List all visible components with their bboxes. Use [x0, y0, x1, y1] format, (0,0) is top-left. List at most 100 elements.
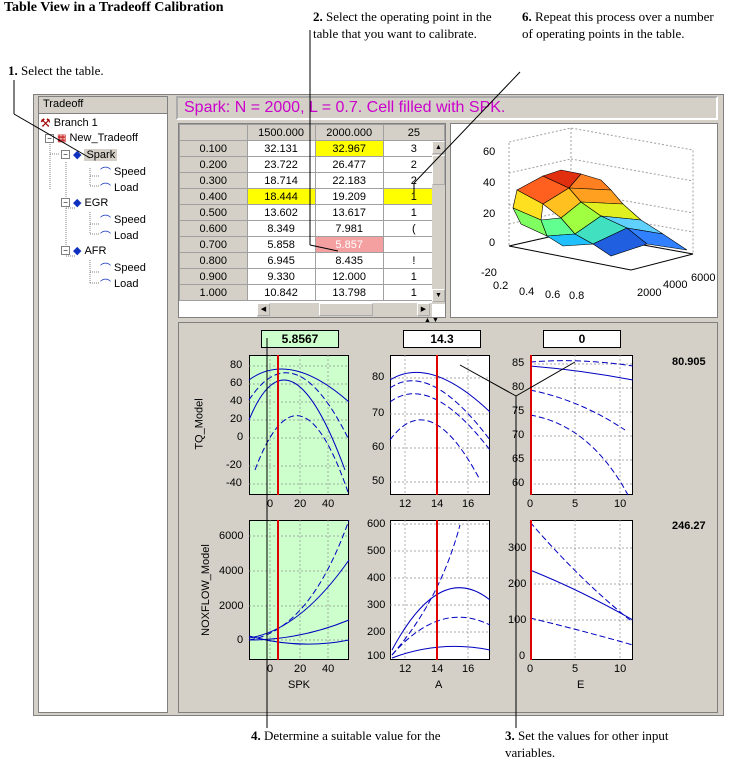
tree-item-tradeoff[interactable]: − ▦ New_Tradeoff: [45, 132, 138, 144]
table-cell[interactable]: 22.183: [314, 172, 384, 189]
scroll-thumb[interactable]: [432, 155, 445, 185]
collapse-icon[interactable]: −: [45, 133, 54, 143]
splitter-down-icon[interactable]: ▼: [432, 316, 439, 324]
x-tick: 10: [614, 498, 627, 510]
scroll-up-icon[interactable]: ▲: [432, 141, 445, 154]
curve-icon: ⌒: [100, 231, 111, 243]
scroll-right-icon[interactable]: ▶: [417, 303, 430, 316]
row-header[interactable]: 0.500: [179, 204, 248, 221]
x-tick: 0: [267, 663, 274, 675]
tree-item-egr[interactable]: − ◆ EGR: [61, 196, 108, 209]
y-tick: 60: [512, 477, 525, 489]
table-cell[interactable]: 1: [382, 204, 445, 221]
row-header[interactable]: 0.600: [179, 220, 248, 237]
row-header[interactable]: 0.300: [179, 172, 248, 189]
surface-plot[interactable]: 60 40 20 0 -20 0.2 0.4 0.6 0.8 2000 4000…: [450, 123, 718, 318]
y-tick: 0: [237, 634, 244, 646]
y-tick: 85: [512, 357, 525, 369]
table-cell[interactable]: 19.209: [314, 188, 384, 205]
scroll-left-icon[interactable]: ◀: [257, 303, 270, 316]
nox-e-plot[interactable]: [530, 520, 633, 660]
x-tick: 20: [294, 663, 307, 675]
collapse-icon[interactable]: −: [61, 150, 70, 159]
table-cell-selected[interactable]: 5.857: [314, 236, 384, 253]
table-cell[interactable]: 10.842: [246, 284, 316, 301]
table-cell[interactable]: 13.602: [246, 204, 316, 221]
a-value-input[interactable]: 14.3: [403, 330, 481, 348]
y-tick: 65: [512, 453, 525, 465]
spk-value-input[interactable]: 5.8567: [261, 330, 339, 348]
table-cell[interactable]: 8.349: [246, 220, 316, 237]
y-tick: 200: [367, 626, 386, 638]
y-tick: -20: [226, 459, 242, 471]
splitter-up-icon[interactable]: ▲: [424, 316, 431, 324]
tree-item-speed[interactable]: ⌒ Speed: [100, 262, 146, 275]
tree-item-spark[interactable]: − ◆ Spark: [61, 148, 118, 161]
x-axis-label-a: A: [435, 679, 443, 691]
vertical-scrollbar[interactable]: ▲ ▼: [432, 141, 445, 304]
x-tick: 0: [527, 498, 534, 510]
tree-item-speed[interactable]: ⌒ Speed: [100, 166, 146, 179]
status-title: Spark: N = 2000, L = 0.7. Cell filled wi…: [176, 96, 718, 120]
column-header[interactable]: 2000.000: [314, 124, 384, 141]
y-tick: 4000: [663, 279, 688, 291]
collapse-icon[interactable]: −: [61, 198, 70, 207]
nox-a-plot[interactable]: [390, 520, 490, 660]
table-cell[interactable]: 18.714: [246, 172, 316, 189]
branch-icon: ⚒: [40, 116, 51, 130]
table-cell[interactable]: 32.131: [246, 140, 316, 157]
table-cell[interactable]: 12.000: [314, 268, 384, 285]
scroll-thumb[interactable]: [319, 303, 373, 316]
row-header[interactable]: 0.100: [179, 140, 248, 157]
tq-e-plot[interactable]: [530, 355, 633, 495]
row-header[interactable]: 0.700: [179, 236, 248, 253]
x-tick: 20: [294, 498, 307, 510]
table-cell[interactable]: (: [382, 220, 445, 237]
table-cell[interactable]: 13.798: [314, 284, 384, 301]
table-cell[interactable]: 7.981: [314, 220, 384, 237]
horizontal-scrollbar[interactable]: ◀ ▶: [257, 303, 432, 317]
nox-model-ylabel: NOXFLOW_Model: [199, 544, 212, 636]
calibration-table[interactable]: 1500.000 2000.000 25 0.100 32.131 32.967…: [178, 123, 446, 318]
table-cell[interactable]: 5.858: [246, 236, 316, 253]
table-cell[interactable]: 6.945: [246, 252, 316, 269]
tree-item-load[interactable]: ⌒ Load: [100, 230, 139, 243]
table-cell[interactable]: 13.617: [314, 204, 384, 221]
table-cell-filled[interactable]: 32.967: [314, 140, 384, 157]
row-header[interactable]: 1.000: [179, 284, 248, 301]
z-tick: 40: [483, 177, 496, 189]
table-cell[interactable]: 1: [382, 268, 445, 285]
table-cell[interactable]: 9.330: [246, 268, 316, 285]
table-grid[interactable]: 1500.000 2000.000 25 0.100 32.131 32.967…: [179, 124, 445, 301]
collapse-icon[interactable]: −: [61, 246, 70, 255]
row-header[interactable]: 0.800: [179, 252, 248, 269]
row-header[interactable]: 0.400: [179, 188, 248, 205]
table-cell[interactable]: 8.435: [314, 252, 384, 269]
y-tick: 300: [508, 542, 527, 554]
nox-spk-plot[interactable]: [249, 520, 349, 660]
tq-model-ylabel: TQ_Model: [193, 398, 206, 450]
tree-item-load[interactable]: ⌒ Load: [100, 278, 139, 291]
tree-item-load[interactable]: ⌒ Load: [100, 182, 139, 195]
table-cell-filled[interactable]: 18.444: [246, 188, 316, 205]
y-tick: 500: [367, 545, 386, 557]
x-tick: 0.2: [493, 280, 509, 292]
row-header[interactable]: 0.200: [179, 156, 248, 173]
tree-item-speed[interactable]: ⌒ Speed: [100, 214, 146, 227]
tq-spk-plot[interactable]: [249, 355, 349, 495]
table-cell[interactable]: 23.722: [246, 156, 316, 173]
column-header[interactable]: 1500.000: [246, 124, 316, 141]
tree-item-afr[interactable]: − ◆ AFR: [61, 244, 106, 257]
x-tick: 0.6: [545, 289, 561, 301]
tree-item-branch[interactable]: ⚒ Branch 1: [40, 116, 98, 130]
column-header[interactable]: 25: [382, 124, 445, 141]
scroll-down-icon[interactable]: ▼: [432, 289, 445, 302]
x-tick: 0.4: [519, 286, 535, 298]
y-tick: 70: [512, 429, 525, 441]
tq-a-plot[interactable]: [390, 355, 490, 495]
e-value-input[interactable]: 0: [543, 330, 621, 348]
table-cell[interactable]: 26.477: [314, 156, 384, 173]
table-cell[interactable]: !: [382, 252, 445, 269]
callout-select-table: 1. Select the table.: [8, 63, 104, 78]
row-header[interactable]: 0.900: [179, 268, 248, 285]
